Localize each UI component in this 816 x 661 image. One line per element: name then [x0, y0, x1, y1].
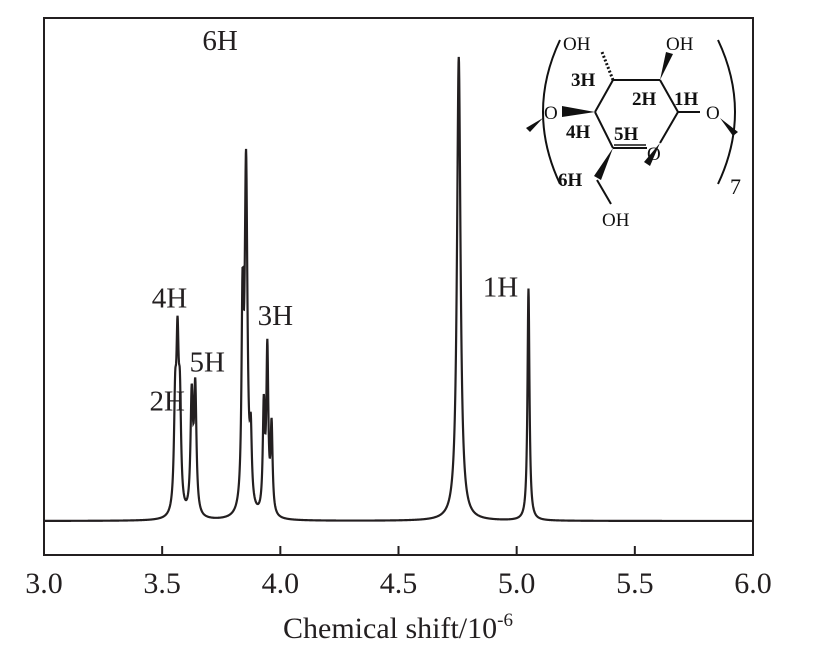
h2-label: 2H [632, 89, 657, 110]
peak-label-3h: 3H [258, 300, 294, 332]
x-axis-title: Chemical shift/10-6 [283, 610, 513, 645]
spectrum-series [44, 56, 753, 523]
oh-top-right-label: OH [666, 34, 694, 55]
h3-label: 3H [571, 70, 596, 91]
bond-o-right-methyl [720, 118, 738, 136]
peak-label-5h: 5H [190, 346, 226, 378]
oh-top-left-label: OH [563, 34, 591, 55]
o-ring-label: O [647, 144, 661, 165]
x-tick-label: 3.5 [143, 567, 181, 600]
peak-label-1h: 1H [483, 272, 519, 304]
molecule-structure: OH OH 3H 2H 1H O 4H 5H O O 6H OH 7 [526, 34, 741, 231]
bond-c1-wedge [644, 143, 660, 166]
x-tick-label: 5.0 [498, 567, 536, 600]
bond-o-left-methyl [526, 118, 543, 132]
bond-c6-oh [596, 179, 612, 205]
oh-bottom-label: OH [602, 210, 630, 231]
bond-c4-c3 [594, 79, 614, 113]
peak-label-4h: 4H [152, 283, 188, 315]
peak-label-6h: 6H [202, 25, 238, 57]
h5-label: 5H [614, 124, 639, 145]
peak-label-2h: 2H [149, 386, 185, 418]
x-tick-label: 4.5 [380, 567, 418, 600]
o-left-label: O [544, 103, 558, 124]
bond-c3-oh-hashed [600, 51, 615, 81]
h1-label: 1H [674, 89, 699, 110]
spectrum-line [44, 56, 753, 523]
bond-c5-c4 [594, 111, 614, 149]
x-tick-label: 6.0 [734, 567, 772, 600]
bond-c1-oring [659, 111, 679, 144]
bond-c2-c1 [659, 79, 679, 113]
x-tick-label: 4.0 [262, 567, 300, 600]
left-parenthesis [542, 39, 561, 185]
x-tick-label: 3.0 [25, 567, 63, 600]
bond-c5-c6-wedge [594, 148, 613, 180]
x-axis-tick-labels: 3.0 3.5 4.0 4.5 5.0 5.5 6.0 [25, 567, 772, 600]
right-parenthesis [717, 39, 736, 185]
bond-c4-o-wedge [562, 106, 595, 117]
h4-label: 4H [566, 122, 591, 143]
h6-label: 6H [558, 170, 583, 191]
repeat-count-label: 7 [730, 174, 741, 199]
x-tick-label: 5.5 [616, 567, 654, 600]
x-axis-ticks [43, 546, 754, 555]
o-right-label: O [706, 103, 720, 124]
bond-c2-oh-wedge [660, 52, 673, 80]
